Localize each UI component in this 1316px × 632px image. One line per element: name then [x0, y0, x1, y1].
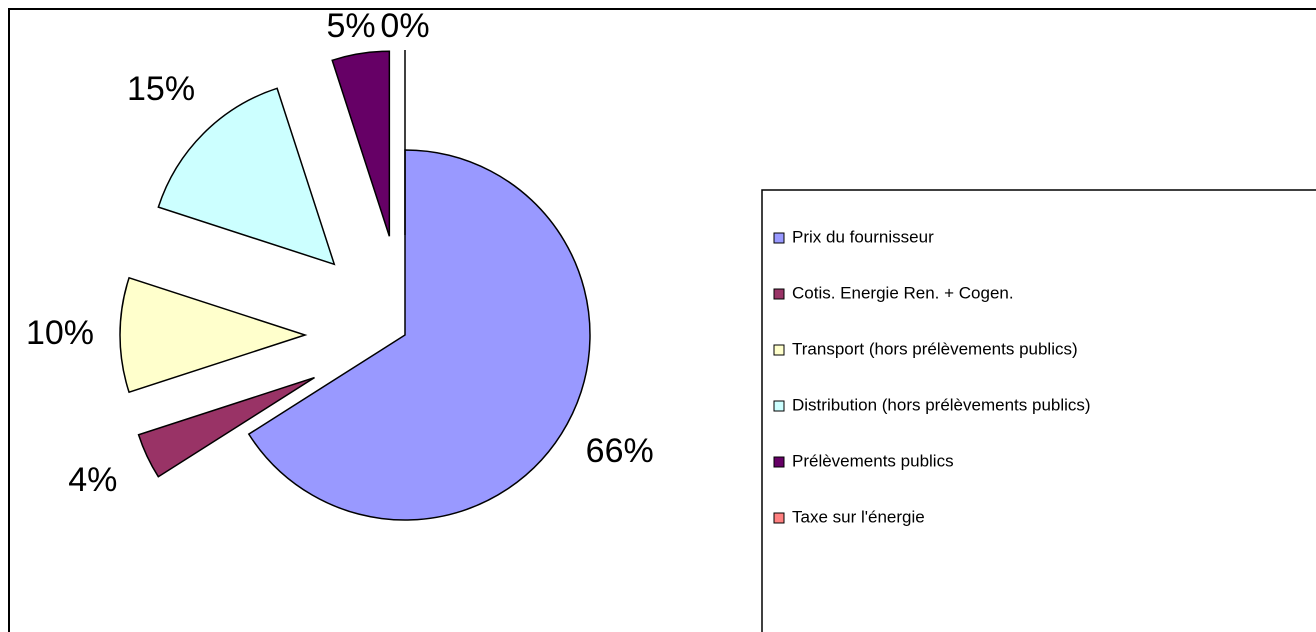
value-label: 4%	[68, 461, 117, 499]
legend-swatch	[773, 288, 785, 300]
value-label: 15%	[127, 70, 195, 108]
legend-label: Transport (hors prélèvements publics)	[792, 339, 1078, 358]
pie-slice	[247, 149, 591, 521]
legend-label: Distribution (hors prélèvements publics)	[792, 395, 1091, 414]
legend-swatch	[773, 344, 785, 356]
legend-swatch	[773, 232, 785, 244]
legend-swatch	[773, 456, 785, 468]
legend-label: Prélèvements publics	[792, 451, 954, 470]
legend-swatch	[773, 512, 785, 524]
legend-label: Taxe sur l'énergie	[792, 507, 925, 526]
pie-slice	[119, 276, 308, 394]
legend-label: Cotis. Energie Ren. + Cogen.	[792, 283, 1014, 302]
pie-slice	[137, 376, 315, 478]
legend-box	[761, 189, 1316, 632]
value-label: 10%	[26, 314, 94, 352]
pie-slice	[331, 50, 391, 237]
legend-swatch	[773, 400, 785, 412]
value-label: 0%	[380, 7, 429, 45]
value-label: 66%	[586, 432, 654, 470]
pie-slice	[157, 87, 336, 266]
legend-label: Prix du fournisseur	[792, 227, 934, 246]
value-label: 5%	[326, 7, 375, 45]
